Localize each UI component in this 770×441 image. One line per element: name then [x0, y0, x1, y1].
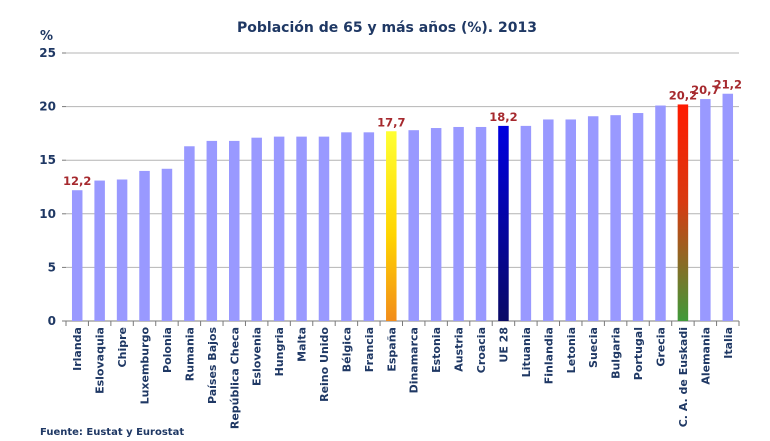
bar-alemania [700, 99, 711, 321]
x-tick-label-c-a-de-euskadi: C. A. de Euskadi [677, 327, 690, 427]
y-axis-unit: % [40, 29, 53, 44]
x-tick-label-chipre: Chipre [116, 327, 129, 367]
x-axis-ticks: Irlanda Eslovaquia Chipre Luxemburgo Polonia… [65, 321, 740, 429]
bar-polonia [161, 168, 173, 321]
x-tick-label-polonia: Polonia [161, 327, 174, 373]
data-label-italia: 21,2 [714, 78, 742, 92]
x-tick-label-belgica: Bélgica [340, 327, 353, 372]
x-tick-label-italia: Italia [722, 327, 735, 359]
y-axis-ticks: 0 5 10 15 20 25 [39, 46, 56, 328]
x-tick-label-hungria: Hungria [273, 327, 286, 376]
x-tick-label-letonia: Letonia [565, 327, 578, 373]
bars [71, 93, 734, 322]
x-tick-label-alemania: Alemania [699, 327, 712, 385]
y-tick-label-0: 0 [48, 314, 56, 328]
x-tick-label-luxemburgo: Luxemburgo [139, 327, 152, 405]
bar-bulgaria [610, 115, 621, 322]
y-tick-label-25: 25 [39, 46, 56, 60]
bar-italia [722, 93, 734, 322]
x-tick-label-espana: España [385, 327, 398, 372]
bar-rumania [184, 146, 195, 321]
bar-chipre [116, 179, 128, 321]
x-tick-label-eslovenia: Eslovenia [251, 327, 264, 386]
bar-lituania [520, 125, 532, 322]
x-tick-label-dinamarca: Dinamarca [408, 327, 421, 393]
bar-eslovenia [251, 137, 262, 321]
data-label-irlanda: 12,2 [63, 174, 91, 188]
x-tick-label-finlandia: Finlandia [542, 327, 555, 384]
x-tick-label-suecia: Suecia [587, 327, 600, 368]
bar-c-a-de-euskadi [677, 104, 689, 322]
y-tick-label-10: 10 [39, 207, 56, 221]
x-tick-label-irlanda: Irlanda [71, 327, 84, 371]
bar-malta [296, 136, 307, 321]
bar-austria [453, 126, 464, 321]
chart-title: Población de 65 y más años (%). 2013 [237, 20, 537, 36]
data-labels: 12,2 17,7 18,2 20,220,721,2 [63, 78, 742, 188]
bar-hungria [273, 136, 285, 321]
y-tick-label-20: 20 [39, 100, 56, 114]
y-tick-label-5: 5 [48, 260, 56, 274]
bar-irlanda [71, 190, 83, 321]
bar-reino-unido [318, 136, 330, 321]
bar-grecia [655, 105, 666, 321]
bar-finlandia [543, 119, 554, 322]
x-tick-label-lituania: Lituania [520, 327, 533, 377]
x-tick-label-bulgaria: Bulgaria [610, 327, 623, 379]
x-tick-label-reino-unido: Reino Unido [318, 327, 331, 402]
bar-republica-checa [229, 140, 240, 321]
x-tick-label-croacia: Croacia [475, 327, 488, 373]
x-tick-label-austria: Austria [453, 327, 466, 372]
x-tick-label-eslovaquia: Eslovaquia [94, 327, 107, 394]
data-label-alemania: 20,7 [691, 83, 719, 97]
x-tick-label-malta: Malta [296, 327, 309, 362]
x-tick-label-portugal: Portugal [632, 327, 645, 380]
x-tick-label-paises-bajos: Países Bajos [206, 327, 219, 404]
bar-belgica [341, 132, 352, 321]
bar-croacia [475, 126, 487, 321]
y-tick-label-15: 15 [39, 153, 56, 167]
x-tick-label-rumania: Rumania [183, 327, 196, 381]
x-tick-label-ue-28: UE 28 [497, 327, 510, 363]
bar-suecia [587, 116, 599, 321]
bar-dinamarca [408, 130, 419, 321]
bar-luxemburgo [139, 170, 150, 321]
x-tick-label-francia: Francia [363, 327, 376, 372]
bar-francia [363, 132, 375, 321]
data-label-espana: 17,7 [377, 115, 405, 129]
bar-portugal [632, 113, 644, 321]
bar-espana [386, 131, 397, 321]
x-tick-label-estonia: Estonia [430, 327, 443, 373]
bar-estonia [430, 128, 442, 321]
bar-ue-28 [498, 125, 509, 322]
bar-letonia [565, 119, 576, 322]
source-note: Fuente: Eustat y Eurostat [40, 427, 184, 438]
data-label-ue-28: 18,2 [489, 110, 517, 124]
x-tick-label-grecia: Grecia [654, 327, 667, 367]
bar-paises-bajos [206, 140, 218, 321]
bar-eslovaquia [94, 180, 105, 321]
x-tick-label-republica-checa: República Checa [228, 327, 241, 429]
data-label-c-a-de-euskadi: 20,2 [669, 88, 697, 102]
